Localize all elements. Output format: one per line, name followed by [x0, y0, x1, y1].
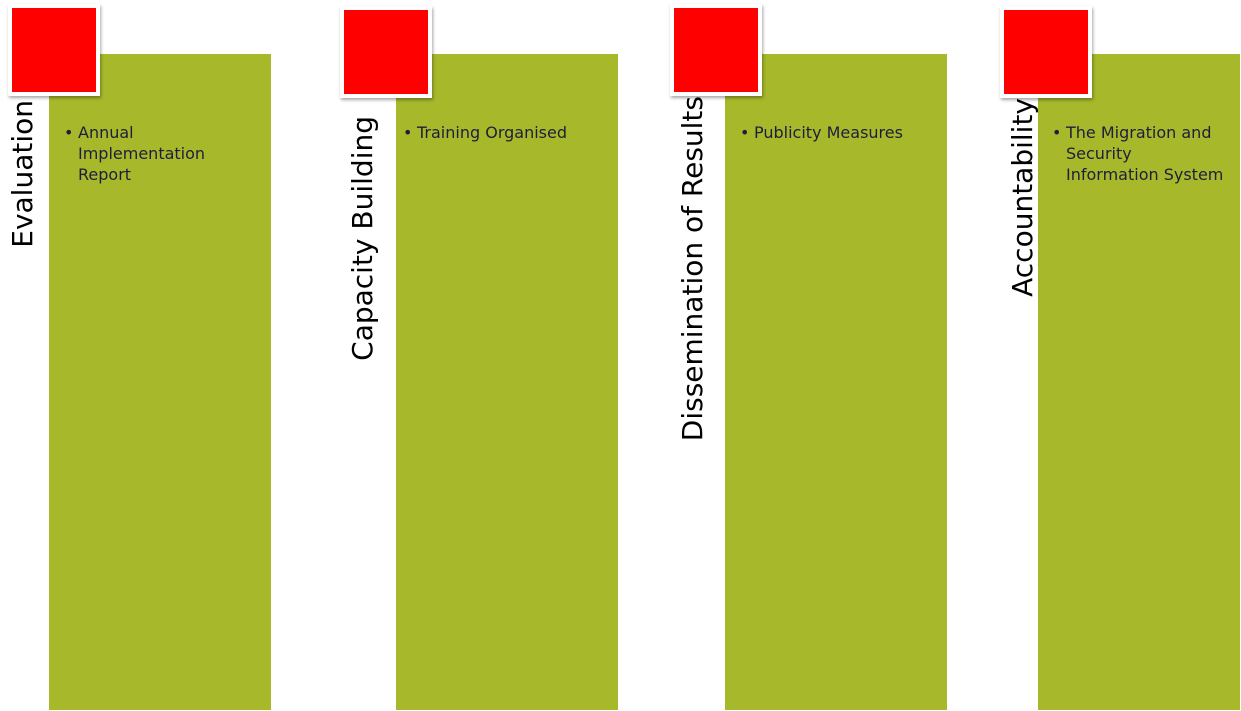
column-title: Dissemination of Results [670, 96, 718, 516]
column-panel [49, 54, 271, 710]
column-panel [396, 54, 618, 710]
red-marker-square [8, 4, 100, 96]
bullet-marker: • [740, 123, 750, 142]
red-marker-square [1000, 6, 1092, 98]
column-title: Accountability [1000, 98, 1048, 338]
column-bullet: • The Migration and Security Information… [1052, 122, 1226, 185]
column-title-text: Capacity Building [346, 116, 379, 361]
column-capacity-building: Capacity Building • Training Organised [340, 0, 620, 711]
column-bullet: • Training Organised [403, 122, 567, 143]
column-panel [725, 54, 947, 710]
column-title: Evaluation [0, 100, 48, 520]
column-evaluation: Evaluation • Annual Implementation Repor… [0, 0, 280, 711]
column-bullet: • Annual Implementation Report [64, 122, 228, 185]
red-marker-square [670, 4, 762, 96]
bullet-text: Training Organised [417, 123, 567, 142]
column-title-text: Accountability [1006, 98, 1039, 297]
bullet-marker: • [403, 123, 413, 142]
column-title-text: Dissemination of Results [676, 96, 709, 442]
column-accountability: Accountability • The Migration and Secur… [1000, 0, 1241, 711]
column-title-text: Evaluation [6, 100, 39, 248]
column-panel [1038, 54, 1240, 710]
bullet-text: Publicity Measures [754, 123, 903, 142]
column-dissemination-of-results: Dissemination of Results • Publicity Mea… [670, 0, 950, 711]
bullet-text: The Migration and Security Information S… [1066, 123, 1224, 184]
column-title: Capacity Building [340, 116, 388, 536]
column-bullet: • Publicity Measures [740, 122, 904, 143]
bullet-text: Annual Implementation Report [78, 123, 206, 184]
red-marker-square [340, 6, 432, 98]
bullet-marker: • [64, 123, 74, 142]
bullet-marker: • [1052, 123, 1062, 142]
